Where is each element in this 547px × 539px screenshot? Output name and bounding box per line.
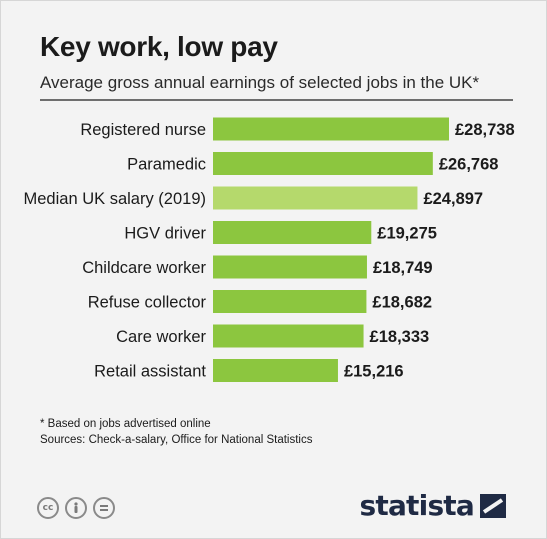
bar-chart: Registered nurse £28,738 Paramedic £26,768 M… [24, 117, 515, 382]
bar [213, 290, 367, 313]
value-label: £18,333 [370, 328, 430, 346]
category-label: Childcare worker [82, 259, 206, 277]
bar [213, 152, 433, 175]
category-label: Paramedic [127, 156, 206, 174]
sources-note: Sources: Check-a-salary, Office for Nati… [40, 434, 313, 446]
chart-title: Key work, low pay [40, 31, 278, 62]
cc-icon: cc [37, 497, 59, 519]
license-icons: cc [37, 497, 115, 519]
value-label: £28,738 [455, 121, 515, 139]
bar [213, 186, 418, 210]
bar [213, 117, 449, 141]
bar [213, 221, 372, 244]
value-label: £24,897 [423, 190, 483, 208]
category-label: Retail assistant [94, 363, 206, 381]
bar [213, 255, 367, 279]
value-label: £15,216 [344, 363, 404, 381]
category-label: Refuse collector [88, 294, 207, 312]
statista-logo: statista [360, 489, 506, 522]
value-label: £26,768 [439, 156, 499, 174]
statista-mark-icon [480, 493, 506, 518]
by-person-icon [65, 497, 87, 519]
value-label: £19,275 [377, 225, 437, 243]
value-label: £18,749 [373, 259, 433, 277]
category-label: HGV driver [124, 225, 206, 243]
category-label: Registered nurse [80, 121, 206, 139]
category-label: Care worker [116, 328, 206, 346]
nd-equals-icon [93, 497, 115, 519]
bar [213, 324, 364, 348]
footnote: * Based on jobs advertised online [40, 418, 211, 430]
chart-subtitle: Average gross annual earnings of selecte… [40, 73, 480, 92]
title-divider [40, 99, 513, 101]
category-label: Median UK salary (2019) [24, 190, 207, 208]
value-label: £18,682 [372, 294, 432, 312]
logo-text: statista [359, 489, 475, 522]
bar [213, 359, 338, 382]
